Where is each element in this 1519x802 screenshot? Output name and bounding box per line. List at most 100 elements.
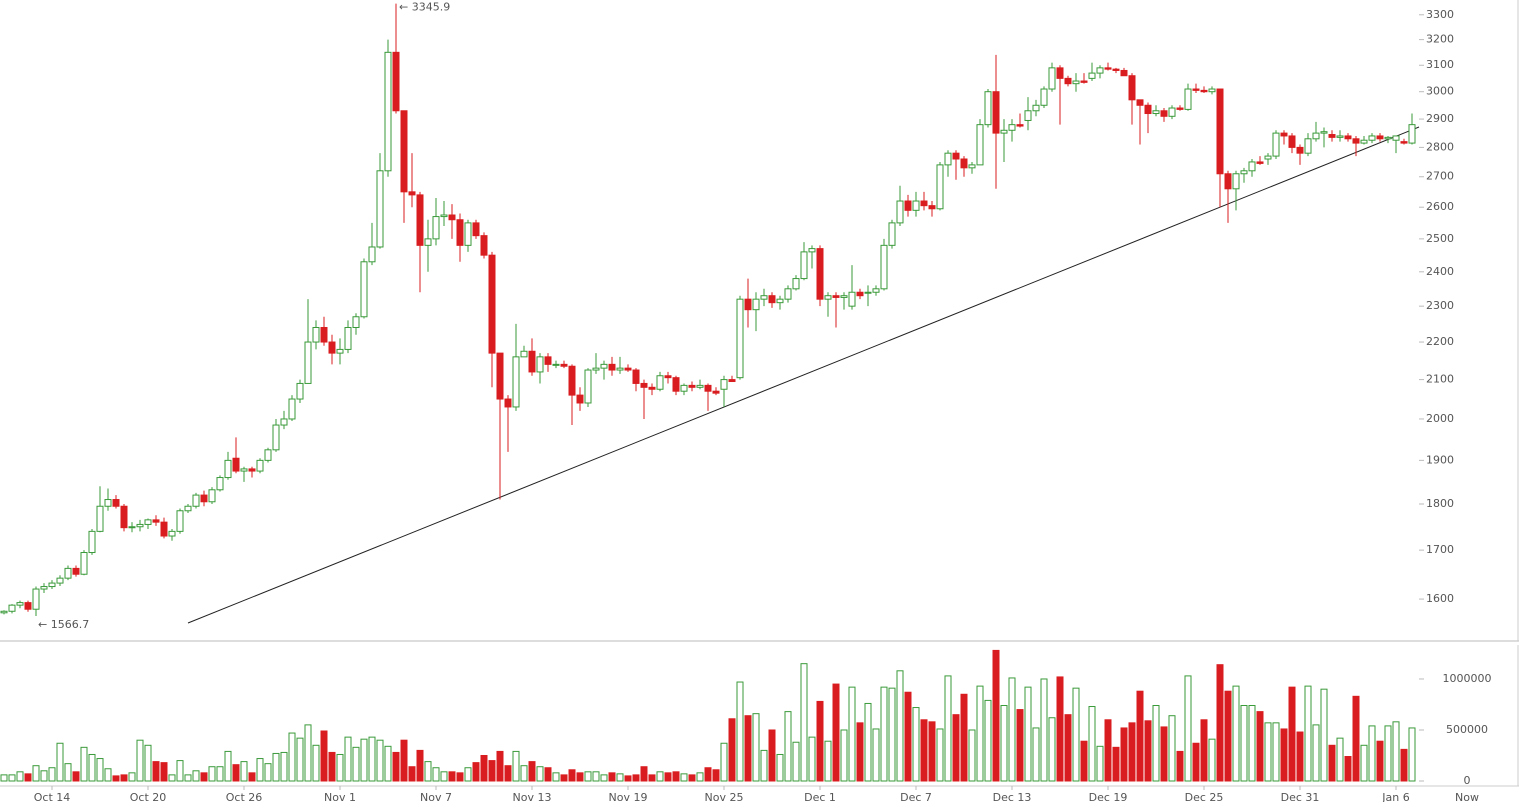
volume-bar [1256, 711, 1264, 782]
candle-body [112, 499, 120, 507]
volume-bar [464, 767, 472, 782]
candle-body [1200, 89, 1208, 93]
volume-bar [848, 686, 856, 782]
volume-bar [1208, 738, 1216, 782]
volume-bar [440, 771, 448, 782]
volume-bar [616, 773, 624, 782]
volume-bar [712, 769, 720, 782]
candle-body [1088, 72, 1096, 79]
volume-bar [1312, 724, 1320, 782]
volume-bar [1064, 714, 1072, 782]
candle-body [912, 200, 920, 211]
y-tick-label: 2100 [1426, 373, 1454, 386]
volume-bar [128, 772, 136, 782]
candle-body [424, 238, 432, 246]
volume-bar [1224, 690, 1232, 782]
volume-bar [32, 765, 40, 782]
candle-body [928, 205, 936, 210]
candle-body [880, 244, 888, 290]
candle-body [688, 384, 696, 388]
volume-bar [752, 713, 760, 782]
volume-bar [832, 683, 840, 782]
volume-bar [992, 649, 1000, 782]
candle-body [1232, 173, 1240, 190]
volume-bar [896, 670, 904, 782]
volume-bar [1120, 727, 1128, 782]
x-tick-label: Nov 19 [609, 791, 648, 802]
volume-bar [192, 770, 200, 782]
volume-bar [800, 663, 808, 782]
candle-body [768, 295, 776, 304]
x-tick-label: Nov 25 [705, 791, 744, 802]
volume-bar [104, 768, 112, 782]
candle-body [1328, 134, 1336, 138]
candle-body [320, 326, 328, 343]
volume-bar [1000, 705, 1008, 782]
candle-body [808, 248, 816, 253]
candle-body [672, 377, 680, 392]
candle-body [1072, 80, 1080, 85]
volume-bar [1408, 727, 1416, 782]
candle-body [784, 288, 792, 300]
candle-body [1176, 107, 1184, 110]
candle-body [600, 363, 608, 369]
volume-bar [1360, 744, 1368, 782]
candle-body [136, 523, 144, 528]
volume-bar [80, 746, 88, 782]
candle-body [1032, 104, 1040, 112]
candle-body [64, 567, 72, 579]
volume-bar [640, 766, 648, 782]
candle-body [920, 200, 928, 207]
x-tick-label: Dec 31 [1281, 791, 1320, 802]
candle-body [280, 418, 288, 426]
candle-body [1368, 135, 1376, 141]
candle-body [1336, 135, 1344, 138]
volume-bar [984, 699, 992, 782]
volume-bar [216, 766, 224, 782]
y-tick-label: 2700 [1426, 170, 1454, 183]
volume-bar [344, 736, 352, 782]
candle-body [1384, 136, 1392, 140]
candle-body [944, 152, 952, 166]
candle-body [104, 499, 112, 507]
volume-bar [152, 761, 160, 782]
volume-bar [1264, 722, 1272, 782]
x-tick-label: Oct 20 [130, 791, 167, 802]
candle-body [1360, 139, 1368, 144]
candle-body [1400, 141, 1408, 144]
y-tick-label: 1600 [1426, 592, 1454, 605]
volume-bar [360, 738, 368, 782]
volume-bar [96, 758, 104, 782]
candle-body [1296, 146, 1304, 154]
volume-bar [728, 718, 736, 782]
volume-bar [448, 771, 456, 782]
candle-body [176, 510, 184, 532]
candle-body [1160, 110, 1168, 117]
volume-bar [632, 774, 640, 782]
volume-bar [408, 766, 416, 782]
volume-bar [384, 745, 392, 782]
y2-tick-label: 0 [1464, 774, 1471, 787]
volume-bar [560, 774, 568, 782]
candle-body [816, 248, 824, 300]
candle-body [832, 295, 840, 298]
candle-body [584, 369, 592, 404]
volume-bar [456, 772, 464, 782]
volume-bar [808, 736, 816, 782]
volume-bar [224, 750, 232, 782]
volume-bar [1400, 748, 1408, 782]
candle-body [288, 398, 296, 420]
volume-bar [960, 693, 968, 782]
candle-body [1136, 99, 1144, 106]
volume-bar [432, 767, 440, 782]
candle-body [400, 110, 408, 193]
candle-body [936, 164, 944, 210]
candle-body [264, 449, 272, 461]
volume-bar [1008, 677, 1016, 782]
candle-body [1280, 132, 1288, 137]
volume-bar [760, 749, 768, 782]
y-tick-label: 3000 [1426, 85, 1454, 98]
candle-body [0, 610, 8, 614]
volume-bar [168, 774, 176, 782]
